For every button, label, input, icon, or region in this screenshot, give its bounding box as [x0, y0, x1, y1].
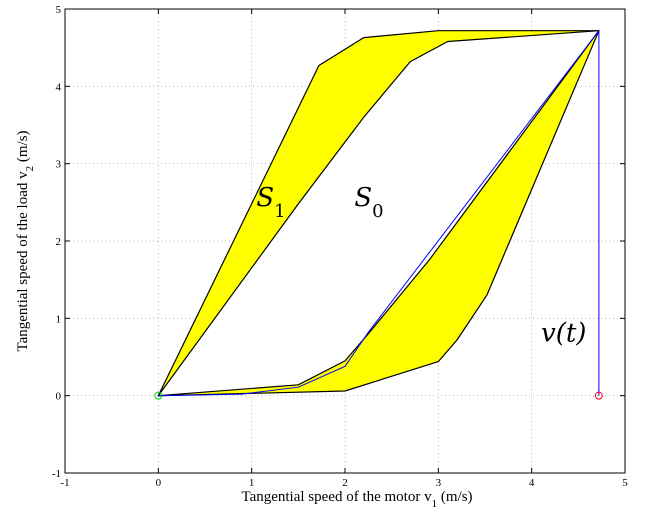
trajectory-line	[158, 29, 600, 397]
annotation-label: v(t)	[541, 319, 586, 349]
regions	[157, 30, 600, 397]
y-tick-label: 3	[56, 159, 62, 171]
x-tick-label: 0	[156, 477, 162, 489]
x-tick-label: 5	[622, 477, 628, 489]
trajectory-layer	[154, 29, 603, 400]
x-tick-label: 3	[436, 477, 442, 489]
y-tick-label: 1	[56, 313, 62, 325]
y-tick-label: 4	[56, 81, 62, 93]
y-tick-label: -1	[52, 468, 61, 480]
end-marker	[594, 391, 603, 400]
x-tick-label: 1	[249, 477, 255, 489]
y-tick-label: 0	[56, 391, 62, 403]
annotations: S1 S0 v(t)	[256, 183, 586, 348]
annotation-label: S1	[256, 183, 285, 222]
x-tick-label: -1	[60, 477, 69, 489]
y-tick-label: 2	[56, 236, 62, 248]
ticks: -1 0 1 2 3 4 5 -1 0 1 2 3 4 5	[52, 4, 628, 489]
x-axis-label: Tangential speed of the motor v1 (m/s)	[241, 489, 472, 510]
x-tick-label: 4	[529, 477, 535, 489]
annotation-label: S0	[354, 183, 383, 222]
x-tick-label: 2	[342, 477, 348, 489]
y-axis-label: Tangential speed of the load v2 (m/s)	[15, 130, 36, 351]
y-tick-label: 5	[56, 4, 62, 16]
start-marker	[154, 391, 163, 400]
